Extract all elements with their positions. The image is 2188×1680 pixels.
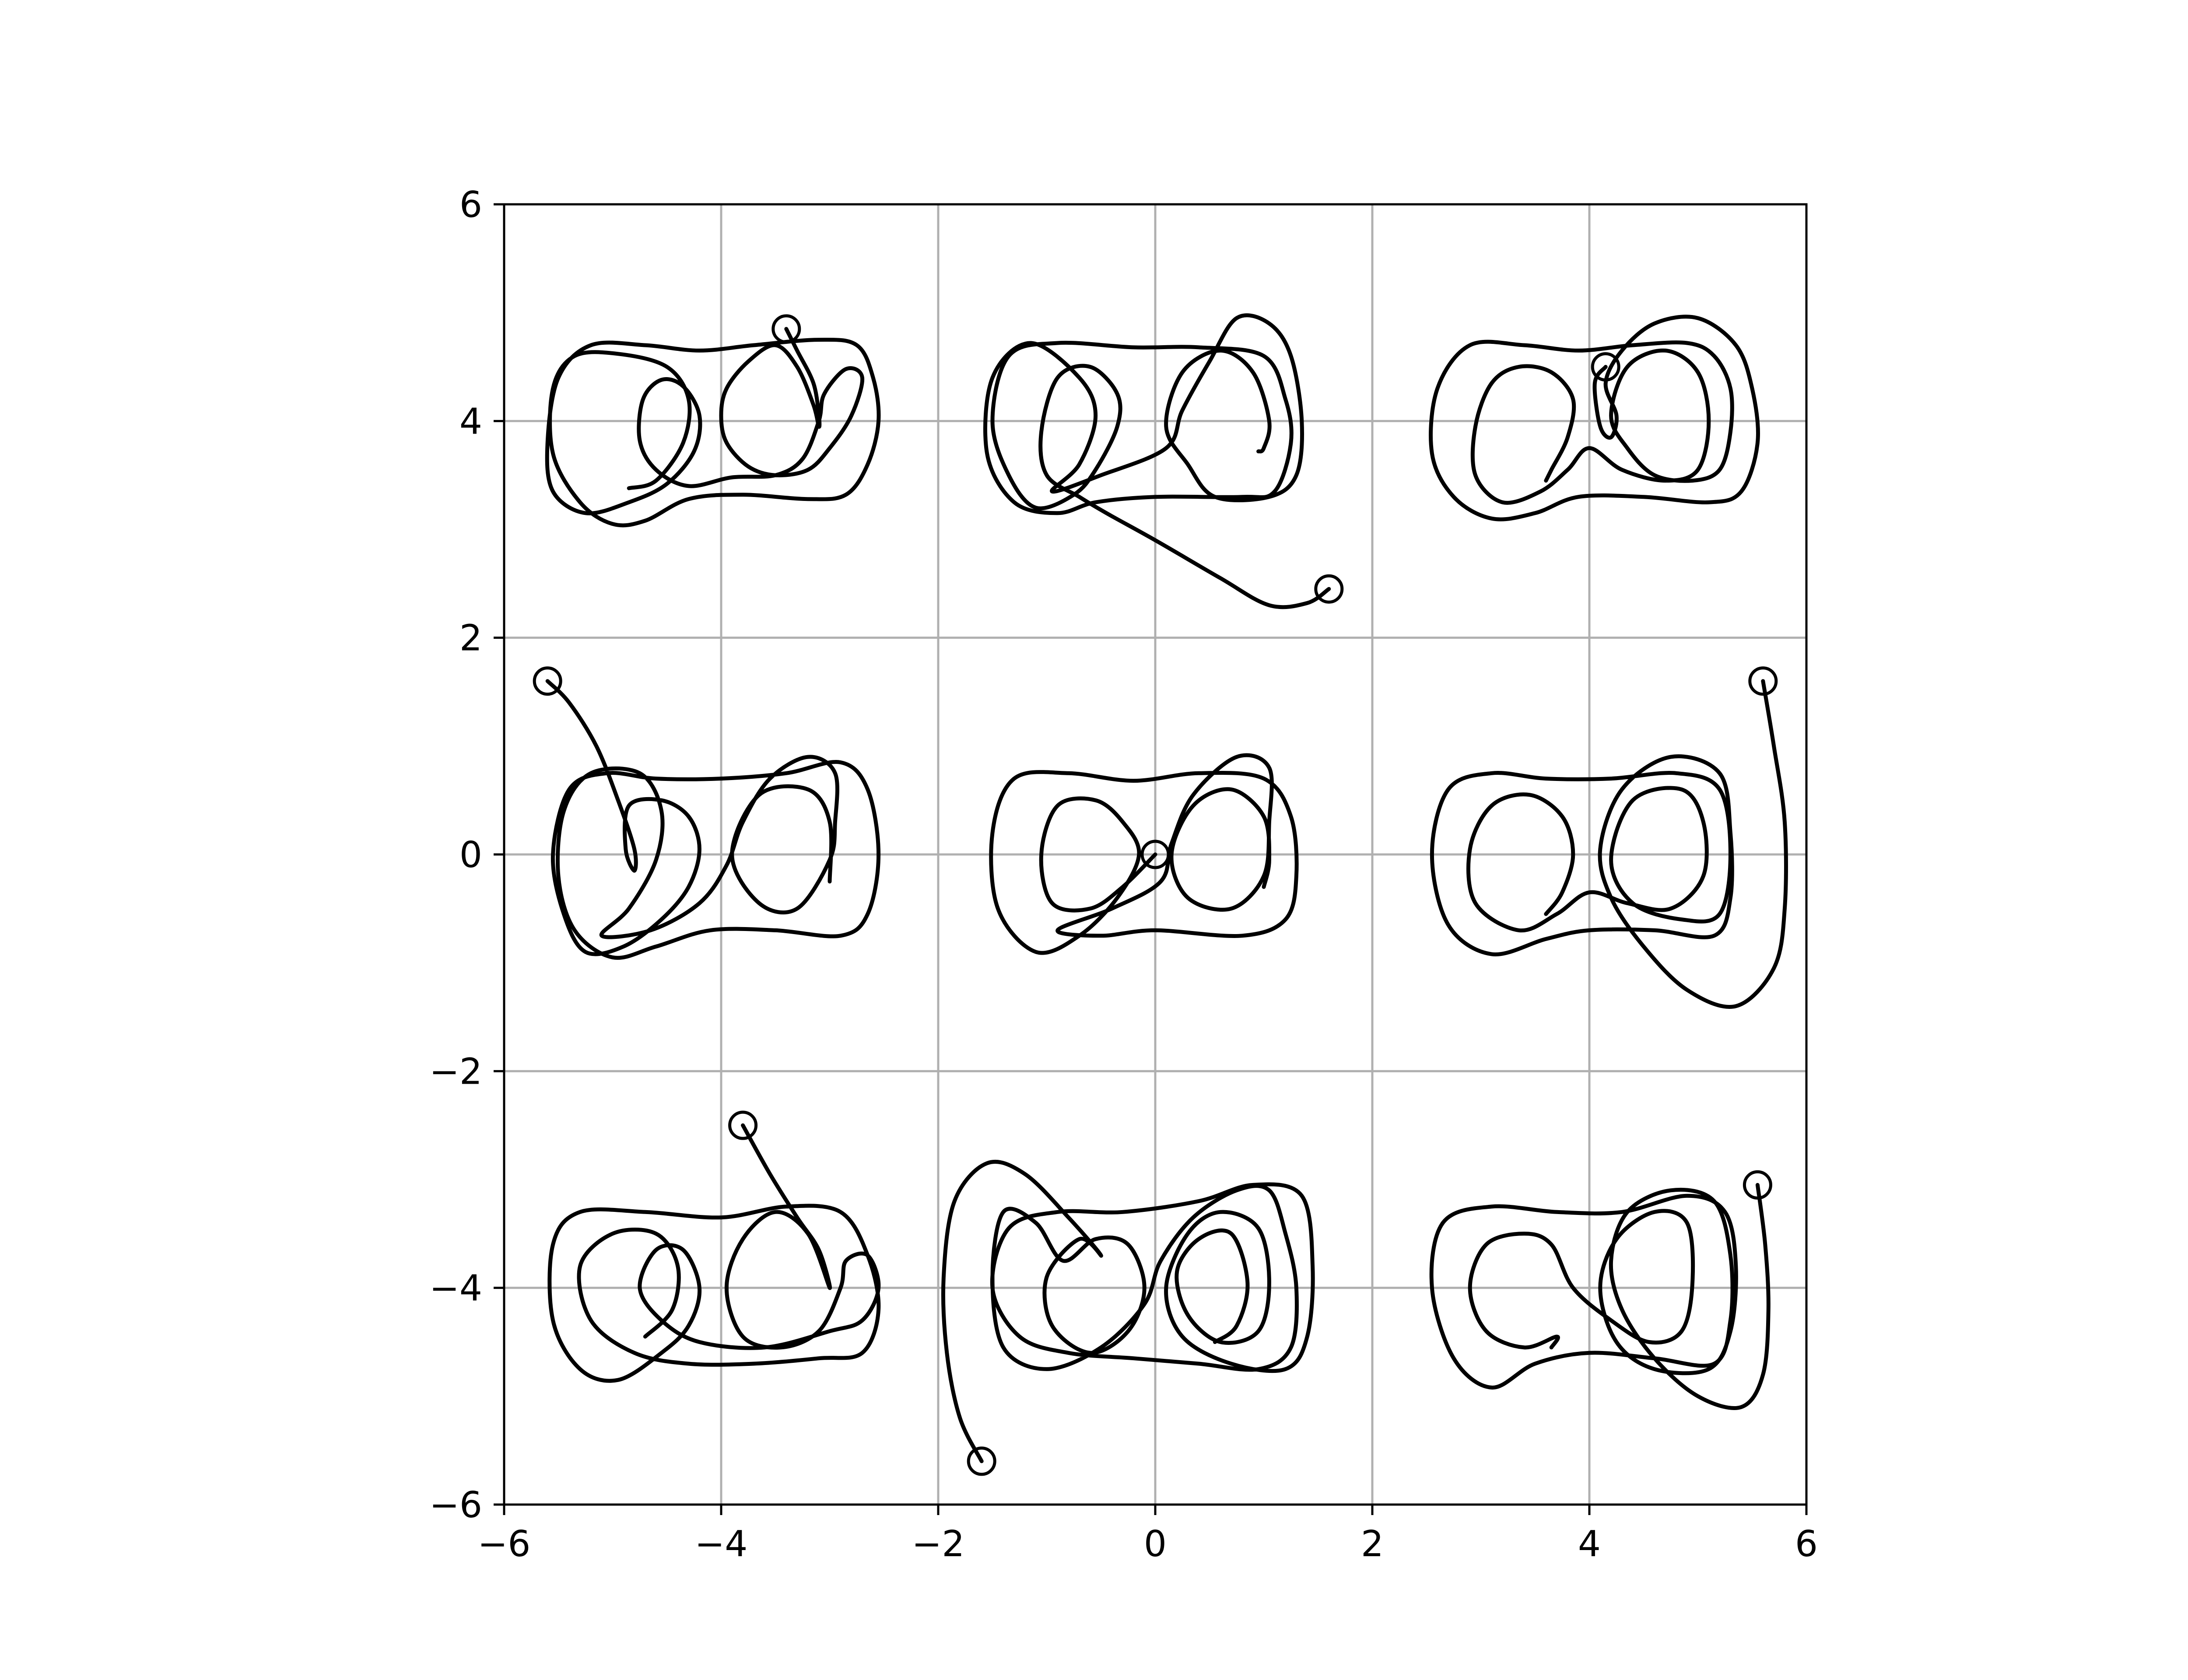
x-tick-label: 6 [1795,1523,1818,1565]
y-tick-label: −2 [429,1051,482,1092]
start-marker-9 [1743,1170,1772,1200]
x-tick-label: 4 [1578,1523,1601,1565]
x-tick-label: −4 [695,1523,748,1565]
trajectory-8 [941,1159,1315,1463]
trajectory-3 [1429,315,1760,522]
start-marker-4 [533,666,562,696]
y-tick-label: 4 [459,401,482,442]
start-marker-3 [1591,352,1620,382]
y-tick-label: 6 [459,184,482,226]
trajectory-1 [545,327,881,528]
trajectory-6 [1430,679,1788,1009]
x-tick-label: −2 [912,1523,965,1565]
trajectory-9 [1429,1183,1771,1410]
y-tick-label: 0 [459,834,482,876]
trajectory-7 [547,1123,881,1383]
y-tick-label: 2 [459,618,482,659]
trajectory-4 [545,679,881,960]
start-marker-6 [1748,666,1778,696]
start-marker-2 [1314,574,1344,604]
y-tick-label: −4 [429,1268,482,1309]
start-marker-5 [1140,840,1170,869]
trajectories [533,313,1788,1476]
y-tick-label: −6 [429,1484,482,1526]
axis-ticks: −6 −4 −2 0 2 4 6 −6 −4 −2 0 2 4 6 [429,184,1818,1565]
trajectory-2 [983,313,1331,609]
x-tick-label: −6 [478,1523,531,1565]
x-tick-label: 0 [1144,1523,1167,1565]
start-marker-1 [771,314,801,344]
start-marker-8 [967,1446,996,1476]
start-marker-7 [728,1110,758,1140]
trajectory-5 [989,753,1299,955]
x-tick-label: 2 [1361,1523,1384,1565]
